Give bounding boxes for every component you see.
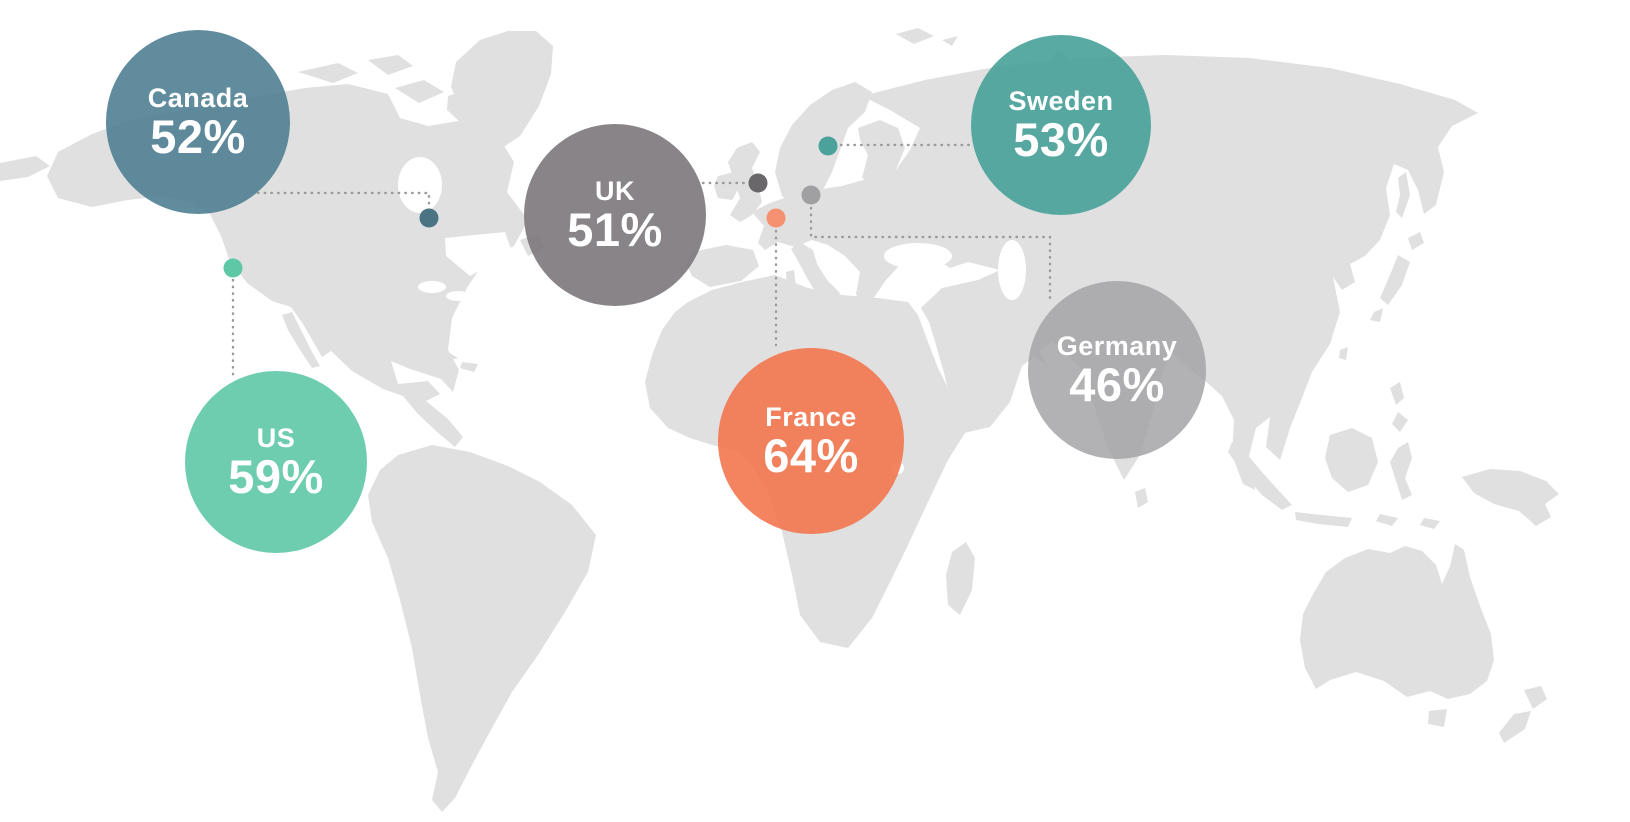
hudson-bay (398, 157, 442, 213)
map-dot-sweden (818, 136, 838, 156)
map-dot-us (223, 258, 243, 278)
land-great-britain (728, 142, 762, 222)
land-south-america (368, 445, 596, 812)
land-kyushu (1370, 308, 1383, 322)
land-italy (791, 242, 840, 303)
bubble-sweden-name: Sweden (1008, 85, 1114, 116)
land-svalbard-1 (896, 28, 934, 44)
bubble-us: US 59% (185, 371, 367, 553)
bubble-france-label: France 64% (718, 348, 904, 534)
land-new-zealand-north (1524, 686, 1547, 709)
land-java (1295, 512, 1352, 527)
land-sicily (814, 304, 829, 315)
bubble-us-label: US 59% (185, 371, 367, 553)
bubble-uk-value: 51% (567, 203, 663, 257)
bubble-france-value: 64% (763, 429, 859, 483)
land-arctic-island-1 (298, 63, 358, 83)
bubble-us-value: 59% (228, 450, 324, 504)
land-honshu (1380, 255, 1410, 305)
land-greenland (451, 31, 553, 150)
land-sakhalin (1396, 172, 1410, 218)
bubble-sweden: Sweden 53% (971, 35, 1151, 215)
land-eurasia (752, 55, 1478, 490)
map-dot-france (766, 208, 786, 228)
land-new-zealand-south (1499, 711, 1531, 743)
land-sri-lanka (1135, 488, 1148, 508)
land-sardinia (786, 270, 796, 288)
bubble-us-name: US (256, 422, 296, 453)
bubble-canada: Canada 52% (106, 30, 290, 214)
land-arctic-island-3 (342, 88, 377, 108)
land-iberia (686, 245, 759, 287)
bubble-germany-label: Germany 46% (1028, 281, 1206, 459)
bubble-uk-name: UK (595, 175, 635, 206)
land-baja (282, 312, 320, 368)
bubble-sweden-label: Sweden 53% (971, 35, 1151, 215)
bubble-sweden-value: 53% (1013, 113, 1109, 167)
inland-seas (398, 157, 1026, 474)
bubble-canada-label: Canada 52% (106, 30, 290, 214)
connectors (231, 143, 1052, 381)
land-madagascar (946, 542, 975, 615)
land-arctic-island-2 (368, 55, 413, 75)
bubble-france: France 64% (718, 348, 904, 534)
black-sea (884, 243, 952, 269)
land-moluccas (1420, 518, 1440, 529)
land-hokkaido (1408, 232, 1424, 250)
land-svalbard-2 (942, 36, 958, 46)
land-australia (1300, 544, 1494, 699)
great-lake-2 (446, 291, 470, 301)
land-new-guinea (1462, 469, 1559, 526)
land-philippines-2 (1392, 412, 1408, 432)
bubble-canada-name: Canada (147, 82, 249, 113)
land-philippines-1 (1390, 382, 1404, 405)
land-tasmania (1428, 709, 1447, 727)
map-dot-canada (419, 208, 439, 228)
land-hispaniola (460, 362, 478, 372)
bubble-germany-fill (1028, 281, 1206, 459)
bubble-germany-name: Germany (1056, 330, 1178, 361)
land-arctic-island-4 (395, 80, 444, 103)
map-dot-uk (748, 173, 768, 193)
great-lake-1 (418, 281, 446, 293)
land-sumatra (1228, 442, 1292, 510)
land-siberia-tip (0, 156, 50, 181)
land-timor (1376, 514, 1398, 526)
caspian-sea (998, 240, 1026, 300)
bubble-canada-value: 52% (150, 110, 246, 164)
bubble-canada-fill (106, 30, 290, 214)
land-cuba (412, 345, 458, 362)
bubble-france-name: France (765, 401, 857, 432)
land-borneo (1325, 428, 1378, 492)
bubble-germany: Germany 46% (1028, 281, 1206, 459)
bubble-uk-fill (524, 124, 706, 306)
gulf-st-lawrence (445, 232, 512, 276)
land-taiwan (1339, 347, 1348, 360)
map-dot-germany (801, 185, 821, 205)
bubble-uk: UK 51% (524, 124, 706, 306)
bubble-france-fill (718, 348, 904, 534)
connector-germany (809, 206, 1052, 305)
land-ireland (714, 172, 740, 200)
bubble-uk-label: UK 51% (524, 124, 706, 306)
bubble-us-fill (185, 371, 367, 553)
land-finland (858, 120, 905, 185)
bubble-germany-value: 46% (1069, 358, 1165, 412)
land-sulawesi (1390, 442, 1412, 500)
bubble-sweden-fill (971, 35, 1151, 215)
